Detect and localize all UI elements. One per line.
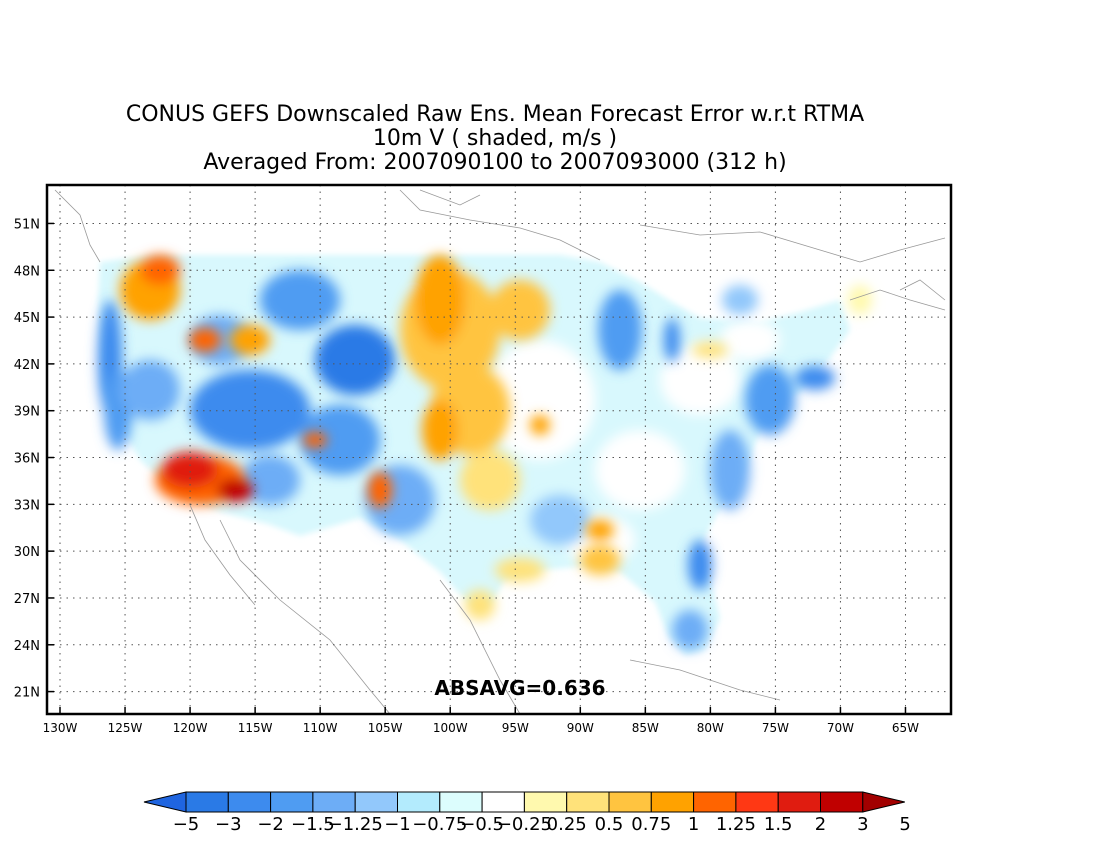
color-bar-label: −5 <box>173 814 200 835</box>
map-title-line-3: Averaged From: 2007090100 to 2007093000 … <box>203 150 787 175</box>
color-bar-label: −1.5 <box>291 814 335 835</box>
color-bar-cell <box>185 791 229 813</box>
neutral-patches <box>485 320 780 565</box>
lon-tick-label: 130W <box>43 721 78 735</box>
lat-tick-label: 48N <box>14 264 40 279</box>
color-bar-labels: −5 −3 −2 −1.5−1.25 −1 −0.75−0.5−0.250.25 0.5 0.… <box>173 814 911 835</box>
lat-tick-label: 42N <box>14 358 40 373</box>
color-bar-cell <box>777 791 822 813</box>
lat-tick-label: 39N <box>14 405 40 420</box>
lat-tick-label: 45N <box>14 311 40 326</box>
lon-tick-label: 70W <box>827 721 854 735</box>
color-bar-cell <box>270 791 314 813</box>
lon-tick-label: 120W <box>173 721 208 735</box>
lat-tick-label: 30N <box>14 545 40 560</box>
color-bar-left-arrow <box>143 791 187 813</box>
map-frame <box>45 183 953 716</box>
lat-tick-label: 21N <box>14 686 40 701</box>
lon-tick-label: 65W <box>892 721 919 735</box>
color-bar-label: 3 <box>857 814 868 835</box>
lon-tick-label: 75W <box>762 721 789 735</box>
color-bar-label: 1 <box>688 814 699 835</box>
color-bar-cell <box>566 791 610 813</box>
color-bar-right-arrow <box>862 791 905 813</box>
color-bar-cell <box>439 791 483 813</box>
color-bar-label: 1.25 <box>716 814 756 835</box>
color-bar-label: 1.5 <box>764 814 793 835</box>
color-bar-cell <box>227 791 272 813</box>
color-bar-label: −1.25 <box>328 814 383 835</box>
lon-tick-label: 105W <box>368 721 403 735</box>
color-bar-cell <box>312 791 356 813</box>
lon-tick-label: 100W <box>433 721 468 735</box>
shaded-field <box>54 189 946 714</box>
color-bar-label: −2 <box>257 814 284 835</box>
color-bar-cell <box>523 791 568 813</box>
color-bar-cell <box>735 791 779 813</box>
lat-tick-label: 33N <box>14 498 40 513</box>
color-bar-cell <box>397 791 441 813</box>
color-bar-label: 2 <box>815 814 826 835</box>
color-bar-label: −0.5 <box>460 814 504 835</box>
color-bar-cell <box>820 791 864 813</box>
color-bar-label: 5 <box>899 814 910 835</box>
color-bar-cell <box>650 791 695 813</box>
color-bar-label: 0.5 <box>595 814 624 835</box>
latitude-labels: 51N 48N 45N 42N 39N 36N 33N 30N 27N 24N 21N <box>14 217 40 700</box>
lon-tick-label: 125W <box>108 721 143 735</box>
color-bar-cell <box>481 791 525 813</box>
lat-tick-label: 51N <box>14 217 40 232</box>
map-gridlines <box>47 185 951 714</box>
color-bar-cell <box>354 791 399 813</box>
color-bar-label: 0.25 <box>547 814 587 835</box>
color-bar-label: −0.25 <box>497 814 552 835</box>
lon-tick-label: 115W <box>238 721 273 735</box>
lat-tick-label: 27N <box>14 592 40 607</box>
map-title-line-2: 10m V ( shaded, m/s ) <box>372 126 618 151</box>
color-bar-label: 0.75 <box>631 814 671 835</box>
positive-error-regions <box>120 255 872 620</box>
lat-tick-label: 36N <box>14 452 40 467</box>
absolute-average-label: ABSAVG=0.636 <box>434 676 605 700</box>
color-bar-cell <box>608 791 652 813</box>
color-bar-label: −1 <box>384 814 411 835</box>
lon-tick-label: 90W <box>567 721 594 735</box>
lat-tick-label: 24N <box>14 639 40 654</box>
color-bar-label: −3 <box>215 814 242 835</box>
color-bar <box>143 791 905 813</box>
map-title-line-1: CONUS GEFS Downscaled Raw Ens. Mean Fore… <box>125 102 865 127</box>
longitude-labels: 130W 125W 120W 115W 110W 105W 100W 95W 90W 85W 80W… <box>43 721 920 735</box>
color-bar-cell <box>693 791 737 813</box>
lon-tick-label: 95W <box>502 721 529 735</box>
lon-tick-label: 80W <box>697 721 724 735</box>
lon-tick-label: 110W <box>303 721 338 735</box>
color-bar-label: −0.75 <box>412 814 467 835</box>
lon-tick-label: 85W <box>632 721 659 735</box>
